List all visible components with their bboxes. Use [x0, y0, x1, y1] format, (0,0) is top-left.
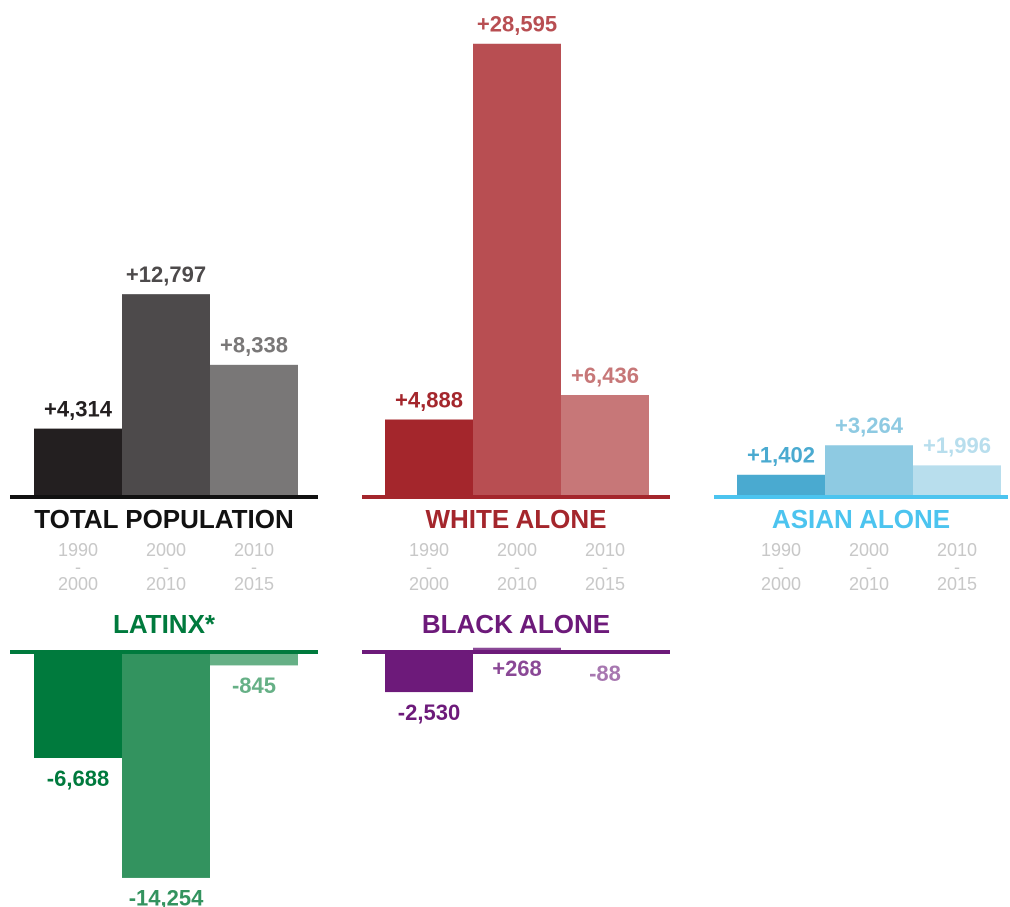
- panel-title: WHITE ALONE: [425, 504, 606, 534]
- bar: [825, 445, 913, 497]
- panel-title: BLACK ALONE: [422, 609, 610, 639]
- panel-title: LATINX*: [113, 609, 216, 639]
- value-label: +8,338: [220, 333, 288, 358]
- bar: [473, 43, 561, 497]
- value-label: -14,254: [129, 886, 204, 907]
- value-label: +1,402: [747, 443, 815, 468]
- x-tick-label: 2010 - 2015: [233, 540, 275, 594]
- baseline: [10, 650, 318, 654]
- bar: [122, 652, 210, 878]
- baseline: [10, 495, 318, 499]
- bar: [473, 647, 561, 652]
- bar: [385, 652, 473, 693]
- x-tick-label: 2000 - 2010: [848, 540, 890, 594]
- bar: [122, 294, 210, 497]
- x-tick-label: 2010 - 2015: [584, 540, 626, 594]
- value-label: +6,436: [571, 363, 639, 388]
- bar: [34, 428, 122, 497]
- baseline: [362, 650, 670, 654]
- panel-title: TOTAL POPULATION: [34, 504, 294, 534]
- value-label: -845: [232, 673, 276, 698]
- value-label: +1,996: [923, 433, 991, 458]
- bar: [34, 652, 122, 759]
- bar: [561, 394, 649, 497]
- value-label: -2,530: [398, 700, 460, 725]
- x-tick-label: 2000 - 2010: [145, 540, 187, 594]
- bar: [210, 652, 298, 666]
- panel-title: ASIAN ALONE: [772, 504, 950, 534]
- bar: [913, 465, 1001, 497]
- value-label: -6,688: [47, 766, 109, 791]
- bar: [210, 364, 298, 497]
- baseline: [714, 495, 1008, 499]
- baseline: [362, 495, 670, 499]
- x-tick-label: 1990 - 2000: [57, 540, 99, 594]
- value-label: +4,314: [44, 396, 113, 421]
- value-label: +268: [492, 656, 542, 681]
- x-tick-label: 2010 - 2015: [936, 540, 978, 594]
- value-label: -88: [589, 661, 621, 686]
- x-tick-label: 1990 - 2000: [760, 540, 802, 594]
- value-label: +12,797: [126, 262, 206, 287]
- value-label: +4,888: [395, 387, 463, 412]
- bar: [385, 419, 473, 497]
- value-label: +28,595: [477, 12, 557, 37]
- x-tick-label: 2000 - 2010: [496, 540, 538, 594]
- value-label: +3,264: [835, 413, 904, 438]
- x-tick-label: 1990 - 2000: [408, 540, 450, 594]
- bar: [737, 474, 825, 497]
